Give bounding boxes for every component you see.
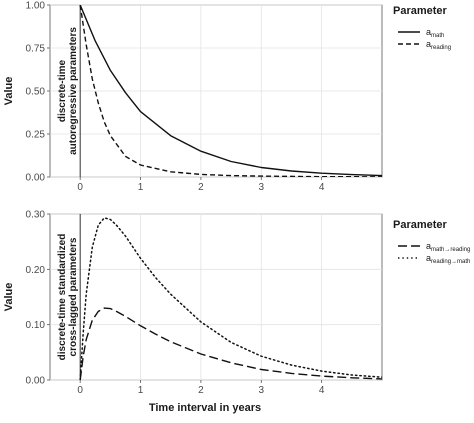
annotation-line: autoregressive parameters (68, 27, 79, 155)
annotation-line: cross-lagged parameters (68, 237, 79, 356)
x-tick-label: 3 (258, 182, 264, 193)
panel-1: 0 1 2 3 4 0.00 0.25 0.50 0.75 1.00 Value discrete-t… (3, 1, 451, 194)
legend-label-base: a (426, 27, 431, 37)
y-tick-label: 0.10 (26, 320, 46, 331)
panel-annotation: discrete-time standardizedcross-lagged p… (57, 234, 79, 361)
legend-label-base: a (426, 241, 431, 251)
y-axis-label: Value (3, 77, 15, 106)
x-tick-label: 1 (138, 182, 144, 193)
y-tick-label: 0.75 (26, 44, 46, 55)
legend-title: Parameter (393, 5, 448, 17)
x-tick-label: 1 (138, 385, 144, 396)
x-axis-label: Time interval in years (149, 402, 261, 414)
x-tick-label: 0 (77, 385, 83, 396)
legend-label-base: a (426, 253, 431, 263)
annotation-line: discrete-time standardized (57, 234, 68, 361)
x-tick-label: 3 (258, 385, 264, 396)
legend-label-subscript: reading→math (431, 259, 470, 265)
x-tick-label: 2 (198, 182, 204, 193)
legend-label: areading (426, 39, 451, 51)
y-tick-label: 0.50 (26, 87, 46, 98)
legend-title: Parameter (393, 219, 448, 231)
y-tick-label: 0.00 (26, 376, 46, 387)
x-tick-label: 4 (319, 385, 325, 396)
legend-label-subscript: math→reading (431, 247, 470, 253)
legend-label: amath (426, 27, 444, 39)
series-line-math→reading (79, 307, 382, 380)
x-tick-label: 2 (198, 385, 204, 396)
y-axis-label: Value (3, 283, 15, 312)
panel-2: 0 1 2 3 4 0.00 0.10 0.20 0.30 Value discrete-time … (3, 210, 470, 397)
plot-area (49, 213, 383, 381)
y-tick-label: 0.20 (26, 265, 46, 276)
legend-label-subscript: math (431, 33, 444, 39)
legend-label-base: a (426, 39, 431, 49)
panel-annotation: discrete-timeautoregressive parameters (57, 27, 79, 155)
series-line-math (79, 5, 382, 177)
y-tick-label: 0.00 (26, 173, 46, 184)
x-tick-label: 0 (77, 182, 83, 193)
legend-label: amath→reading (426, 241, 470, 253)
y-tick-label: 1.00 (26, 1, 46, 12)
series-line-reading (79, 5, 382, 177)
legend-label: areading→math (426, 253, 470, 265)
legend-label-subscript: reading (431, 45, 451, 51)
y-tick-label: 0.30 (26, 210, 46, 221)
annotation-line: discrete-time (57, 59, 68, 122)
series-line-reading→math (79, 217, 382, 380)
x-tick-label: 4 (319, 182, 325, 193)
y-tick-label: 0.25 (26, 130, 46, 141)
